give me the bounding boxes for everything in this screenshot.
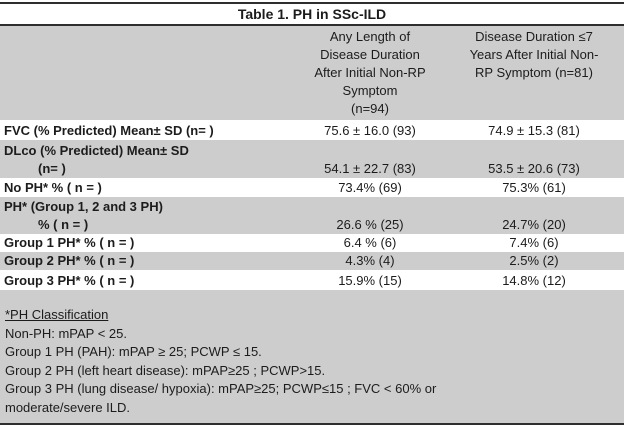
table-row-dlco: DLco (% Predicted) Mean± SD (n= ) 54.1 ±…	[0, 140, 624, 178]
footnote-heading: *PH Classification	[5, 307, 109, 322]
header-any-length: Any Length of Disease Duration After Ini…	[296, 26, 444, 120]
row-label-line1: DLco (% Predicted) Mean± SD	[4, 143, 189, 158]
table-row-group1: Group 1 PH* % ( n = ) 6.4 % (6) 7.4% (6)	[0, 234, 624, 252]
table-row-group2: Group 2 PH* % ( n = ) 4.3% (4) 2.5% (2)	[0, 252, 624, 270]
bottom-border	[0, 423, 624, 425]
row-label: Group 3 PH* % ( n = )	[0, 270, 296, 290]
row-label-line2: (n= )	[38, 161, 66, 176]
table-title: Table 1. PH in SSc-ILD	[0, 4, 624, 24]
ph-data-table: Any Length of Disease Duration After Ini…	[0, 26, 624, 290]
header-le7-years: Disease Duration ≤7 Years After Initial …	[444, 26, 624, 120]
header-row: Any Length of Disease Duration After Ini…	[0, 26, 624, 120]
header-empty-cell	[0, 26, 296, 120]
row-label-line1: PH* (Group 1, 2 and 3 PH)	[4, 199, 163, 214]
value-any-length: 54.1 ± 22.7 (83)	[296, 140, 444, 178]
table-row-group3: Group 3 PH* % ( n = ) 15.9% (15) 14.8% (…	[0, 270, 624, 290]
row-label-line2: % ( n = )	[38, 217, 89, 232]
row-label: No PH* % ( n = )	[0, 178, 296, 197]
row-label: FVC (% Predicted) Mean± SD (n= )	[0, 120, 296, 140]
table-figure: Table 1. PH in SSc-ILD Any Length of Dis…	[0, 2, 624, 425]
value-le7-years: 24.7% (20)	[444, 197, 624, 234]
footnote-line-group3: Group 3 PH (lung disease/ hypoxia): mPAP…	[5, 381, 437, 415]
footnote-block: *PH Classification Non-PH: mPAP < 25. Gr…	[0, 290, 624, 423]
row-label: PH* (Group 1, 2 and 3 PH) % ( n = )	[0, 197, 296, 234]
row-label: Group 1 PH* % ( n = )	[0, 234, 296, 252]
value-le7-years: 7.4% (6)	[509, 235, 559, 250]
row-label: Group 2 PH* % ( n = )	[0, 252, 296, 270]
value-any-length: 4.3% (4)	[296, 252, 444, 270]
value-le7-years: 53.5 ± 20.6 (73)	[444, 140, 624, 178]
row-label-line1: Group 1 PH* % ( n = )	[4, 235, 135, 250]
row-label-line1: No PH* % ( n = )	[4, 180, 102, 195]
value-le7-years: 75.3% (61)	[502, 180, 566, 195]
top-border	[0, 2, 624, 4]
table-row-no-ph: No PH* % ( n = ) 73.4% (69) 75.3% (61)	[0, 178, 624, 197]
value-any-length: 15.9% (15)	[338, 273, 402, 288]
value-le7-years: 74.9 ± 15.3 (81)	[488, 123, 580, 138]
row-label-line1: Group 3 PH* % ( n = )	[4, 273, 135, 288]
value-any-length: 75.6 ± 16.0 (93)	[324, 123, 416, 138]
footnote-line-group2: Group 2 PH (left heart disease): mPAP≥25…	[5, 362, 326, 378]
value-any-length: 6.4 % (6)	[343, 235, 397, 250]
table-row-fvc: FVC (% Predicted) Mean± SD (n= ) 75.6 ± …	[0, 120, 624, 140]
table-row-ph-groups: PH* (Group 1, 2 and 3 PH) % ( n = ) 26.6…	[0, 197, 624, 234]
row-label-line1: FVC (% Predicted) Mean± SD (n= )	[4, 123, 214, 138]
value-any-length: 26.6 % (25)	[296, 197, 444, 234]
value-le7-years: 14.8% (12)	[502, 273, 566, 288]
footnote-line-group1: Group 1 PH (PAH): mPAP ≥ 25; PCWP ≤ 15.	[5, 344, 262, 359]
title-bottom-border	[0, 24, 624, 26]
value-any-length: 73.4% (69)	[338, 180, 402, 195]
row-label-line1: Group 2 PH* % ( n = )	[4, 253, 135, 268]
footnote-line-non-ph: Non-PH: mPAP < 25.	[5, 325, 127, 341]
value-le7-years: 2.5% (2)	[444, 252, 624, 270]
row-label: DLco (% Predicted) Mean± SD (n= )	[0, 140, 296, 178]
